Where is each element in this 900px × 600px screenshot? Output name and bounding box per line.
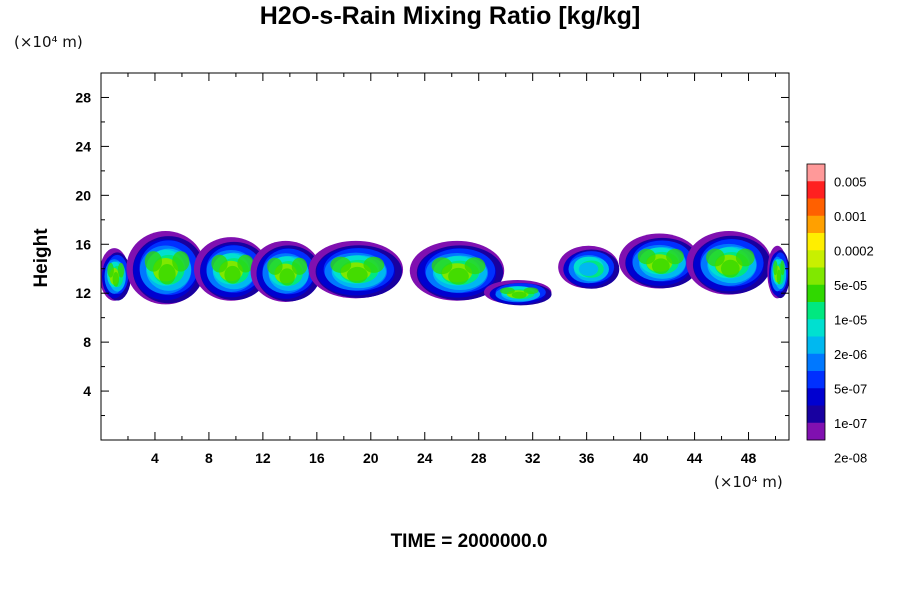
colorbar-label: 2e-08	[834, 450, 867, 465]
plot-area	[101, 231, 789, 306]
y-tick-label: 24	[75, 138, 91, 154]
colorbar-swatch	[807, 215, 825, 234]
x-tick-label: 40	[633, 450, 649, 466]
rain-cell-layer	[578, 262, 599, 276]
rain-core-blob	[431, 257, 453, 275]
rain-core-blob	[776, 269, 782, 285]
colorbar-swatch	[807, 388, 825, 406]
colorbar-swatch	[807, 267, 825, 286]
colorbar-label: 1e-07	[834, 416, 867, 431]
x-tick-label: 36	[579, 450, 595, 466]
colorbar-swatch	[807, 336, 825, 355]
rain-cell	[250, 240, 321, 302]
colorbar-swatch	[807, 284, 825, 303]
rain-core-blob	[144, 251, 163, 272]
rain-cell	[409, 240, 505, 301]
colorbar-swatch	[807, 422, 825, 441]
rain-core-blob	[773, 260, 778, 276]
time-label: TIME = 2000000.0	[390, 531, 548, 552]
y-tick-label: 16	[75, 236, 91, 252]
x-tick-label: 12	[255, 450, 271, 466]
rain-core-blob	[158, 263, 176, 285]
colorbar-swatch	[807, 302, 825, 320]
rain-cell	[308, 240, 404, 299]
colorbar-swatch	[807, 319, 825, 337]
chart-title: H2O-s-Rain Mixing Ratio [kg/kg]	[259, 2, 641, 30]
x-tick-label: 28	[471, 450, 487, 466]
y-axis-units: (×10⁴ m)	[14, 33, 83, 51]
x-tick-label: 32	[525, 450, 541, 466]
colorbar-label: 0.0002	[834, 243, 874, 258]
x-tick-label: 44	[687, 450, 703, 466]
colorbar-swatch	[807, 181, 825, 199]
rain-cell	[126, 231, 205, 305]
colorbar-frame	[806, 163, 826, 441]
colorbar-label: 5e-05	[834, 278, 867, 293]
colorbar-label: 0.001	[834, 209, 867, 224]
rain-core-blob	[211, 254, 228, 273]
rain-field	[101, 231, 789, 306]
rain-core-blob	[363, 256, 385, 273]
rain-core-blob	[291, 257, 308, 275]
x-axis-units: (×10⁴ m)	[714, 473, 783, 491]
rain-cell	[101, 248, 131, 301]
y-tick-label: 12	[75, 285, 91, 301]
rain-cell	[558, 245, 620, 289]
rain-core-blob	[651, 258, 670, 274]
colorbar-swatch	[807, 164, 825, 182]
colorbar-swatch	[807, 250, 825, 268]
rain-core-blob	[637, 248, 656, 265]
x-tick-label: 48	[741, 450, 757, 466]
colorbar: 0.005 0.001 0.0002 5e-05 1e-05 2e-06 5e-07 1e-0…	[806, 163, 874, 465]
rain-core-blob	[499, 287, 515, 295]
colorbar-swatch	[807, 405, 825, 424]
x-tick-label: 8	[205, 450, 213, 466]
colorbar-label: 5e-07	[834, 381, 867, 396]
x-tick-label: 20	[363, 450, 379, 466]
x-tick-label: 16	[309, 450, 325, 466]
colorbar-label: 2e-06	[834, 347, 867, 362]
rain-cell	[618, 233, 700, 289]
rain-core-blob	[279, 268, 295, 286]
rain-cell	[767, 245, 789, 299]
colorbar-label: 0.005	[834, 174, 867, 189]
rain-core-blob	[780, 260, 785, 276]
colorbar-swatch	[807, 233, 825, 251]
y-tick-label: 20	[75, 187, 91, 203]
colorbar-swatch	[807, 371, 825, 389]
rain-core-blob	[237, 254, 254, 273]
colorbar-label: 1e-05	[834, 312, 867, 327]
rain-core-blob	[448, 267, 469, 285]
x-tick-label: 4	[151, 450, 159, 466]
x-tick-label: 24	[417, 450, 433, 466]
rain-core-blob	[666, 248, 684, 265]
colorbar-swatch	[807, 198, 825, 217]
rain-core-blob	[720, 259, 740, 278]
y-tick-label: 8	[83, 334, 91, 350]
colorbar-swatch	[807, 353, 825, 372]
rain-core-blob	[523, 287, 539, 295]
rain-core-blob	[706, 248, 725, 267]
y-tick-label: 4	[83, 383, 91, 399]
rain-core-blob	[224, 265, 241, 284]
rain-cell	[686, 231, 772, 295]
rain-core-blob	[330, 256, 352, 273]
plot-frame	[100, 72, 790, 441]
rain-core-blob	[346, 266, 368, 283]
rain-core-blob	[464, 257, 486, 275]
rain-core-blob	[172, 251, 190, 272]
rain-core-blob	[112, 272, 120, 287]
rain-cell	[193, 237, 269, 301]
rain-core-blob	[107, 262, 114, 278]
rain-core-blob	[117, 262, 125, 278]
rain-cell	[483, 279, 552, 306]
rain-core-blob	[511, 291, 527, 299]
y-tick-label: 28	[75, 89, 91, 105]
rain-core-blob	[267, 257, 283, 275]
rain-core-blob	[735, 248, 755, 267]
